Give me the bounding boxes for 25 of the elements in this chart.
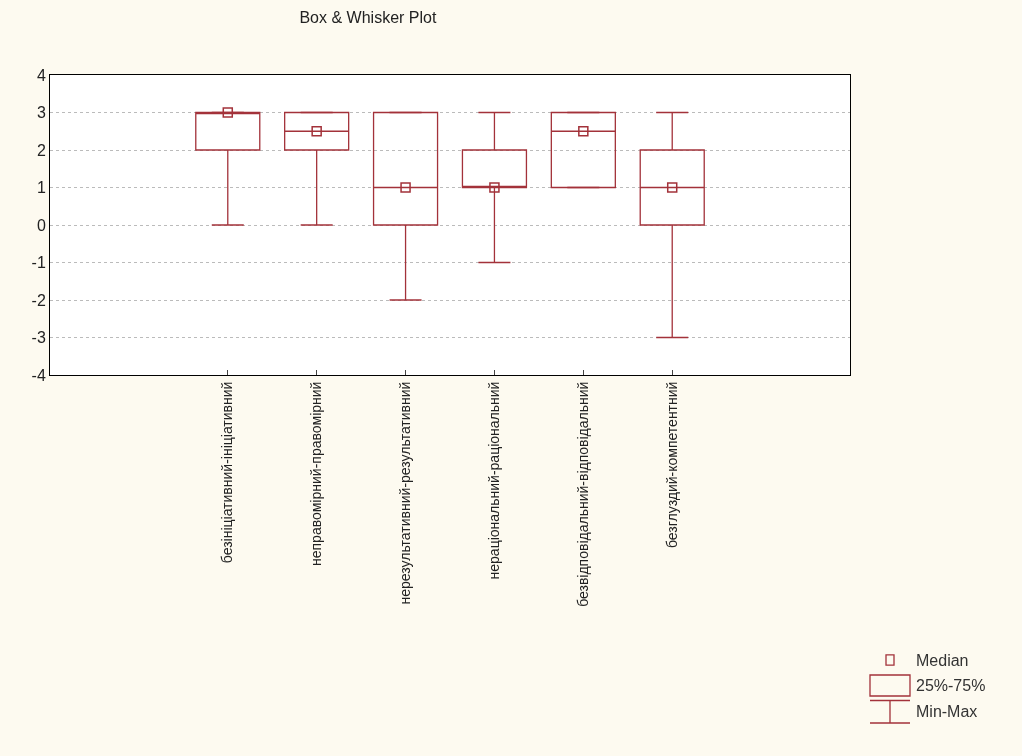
point xyxy=(222,107,234,118)
x-tick-label: безвідповідальний-відповідальний xyxy=(574,381,591,607)
point xyxy=(666,182,678,193)
text: 25%-75% xyxy=(916,677,986,694)
y-tick-label: 0 xyxy=(36,216,46,234)
y-tick-label: 1 xyxy=(36,179,46,197)
x-tick-label: безглуздий-компетентний xyxy=(663,381,680,549)
y-tick-label: -2 xyxy=(31,291,46,309)
y-tick-label: -4 xyxy=(31,366,46,384)
y-tick-label: -3 xyxy=(31,329,46,347)
y-tick-label: 2 xyxy=(36,141,46,159)
x-tick-label: нераціональний-раціональний xyxy=(485,381,502,580)
y-tick-label: -1 xyxy=(31,254,46,272)
chart-title: Box & Whisker Plot xyxy=(299,8,437,26)
point xyxy=(311,126,322,137)
y-tick-label: 4 xyxy=(36,66,46,84)
text: Min-Max xyxy=(916,703,978,720)
x-tick-label: безініціативний-ініціативний xyxy=(219,381,236,564)
y-tick-label: 3 xyxy=(36,104,46,122)
x-tick-label: нерезультативний-результативний xyxy=(397,381,414,605)
point xyxy=(578,126,589,137)
x-tick-label: неправомірний-правомірний xyxy=(308,381,325,567)
point xyxy=(489,182,500,193)
text: Median xyxy=(916,652,969,669)
point xyxy=(400,182,411,193)
